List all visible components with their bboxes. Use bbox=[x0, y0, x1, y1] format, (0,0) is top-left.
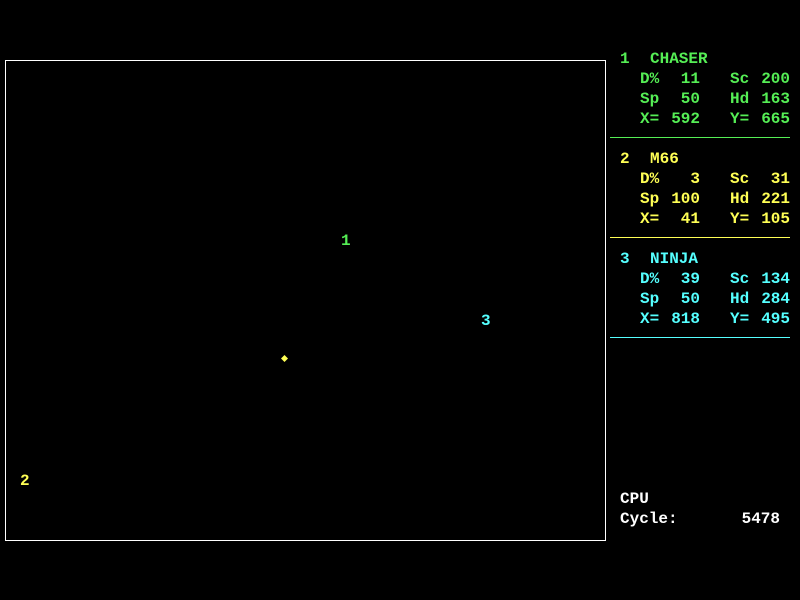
y-label: Y= bbox=[730, 110, 750, 128]
damage-label: D% bbox=[640, 170, 660, 188]
damage-value: 11 bbox=[680, 70, 700, 88]
y-value: 105 bbox=[761, 210, 790, 228]
robot-2-marker: 2 bbox=[20, 472, 30, 490]
x-label: X= bbox=[640, 110, 660, 128]
cycle-label: Cycle: bbox=[620, 510, 678, 528]
x-value: 818 bbox=[671, 310, 700, 328]
speed-label: Sp bbox=[640, 190, 660, 208]
robot-status-1: 1 CHASER D% 11 Sc 200 Sp 50 Hd 163 X= 59… bbox=[610, 49, 790, 149]
heading-value: 221 bbox=[761, 190, 790, 208]
cycle-value: 5478 bbox=[741, 510, 780, 528]
speed-label: Sp bbox=[640, 290, 660, 308]
heading-value: 284 bbox=[761, 290, 790, 308]
damage-value: 39 bbox=[680, 270, 700, 288]
robot-number: 3 bbox=[620, 250, 630, 268]
damage-label: D% bbox=[640, 270, 660, 288]
x-label: X= bbox=[640, 210, 660, 228]
speed-value: 50 bbox=[680, 290, 700, 308]
robot-status-2: 2 M66 D% 3 Sc 31 Sp 100 Hd 221 X= 41 Y= … bbox=[610, 149, 790, 249]
score-label: Sc bbox=[730, 170, 750, 188]
y-value: 495 bbox=[761, 310, 790, 328]
speed-value: 50 bbox=[680, 90, 700, 108]
heading-label: Hd bbox=[730, 90, 750, 108]
robot-name: CHASER bbox=[650, 50, 708, 68]
score-value: 134 bbox=[761, 270, 790, 288]
robot-number: 2 bbox=[620, 150, 630, 168]
battle-arena: 1 2 3 bbox=[5, 60, 606, 541]
cpu-title: CPU bbox=[620, 490, 649, 508]
divider bbox=[610, 137, 790, 138]
robot-number: 1 bbox=[620, 50, 630, 68]
y-label: Y= bbox=[730, 210, 750, 228]
y-value: 665 bbox=[761, 110, 790, 128]
x-value: 592 bbox=[671, 110, 700, 128]
y-label: Y= bbox=[730, 310, 750, 328]
missile bbox=[281, 355, 288, 362]
heading-label: Hd bbox=[730, 190, 750, 208]
robot-3-marker: 3 bbox=[481, 312, 491, 330]
damage-label: D% bbox=[640, 70, 660, 88]
score-label: Sc bbox=[730, 270, 750, 288]
robot-1-marker: 1 bbox=[341, 232, 351, 250]
score-label: Sc bbox=[730, 70, 750, 88]
robot-status-3: 3 NINJA D% 39 Sc 134 Sp 50 Hd 284 X= 818… bbox=[610, 249, 790, 349]
heading-label: Hd bbox=[730, 290, 750, 308]
heading-value: 163 bbox=[761, 90, 790, 108]
robot-name: M66 bbox=[650, 150, 679, 168]
divider bbox=[610, 337, 790, 338]
damage-value: 3 bbox=[690, 170, 700, 188]
score-value: 200 bbox=[761, 70, 790, 88]
speed-label: Sp bbox=[640, 90, 660, 108]
x-label: X= bbox=[640, 310, 660, 328]
robot-name: NINJA bbox=[650, 250, 699, 268]
x-value: 41 bbox=[680, 210, 700, 228]
score-value: 31 bbox=[770, 170, 790, 188]
speed-value: 100 bbox=[671, 190, 700, 208]
divider bbox=[610, 237, 790, 238]
